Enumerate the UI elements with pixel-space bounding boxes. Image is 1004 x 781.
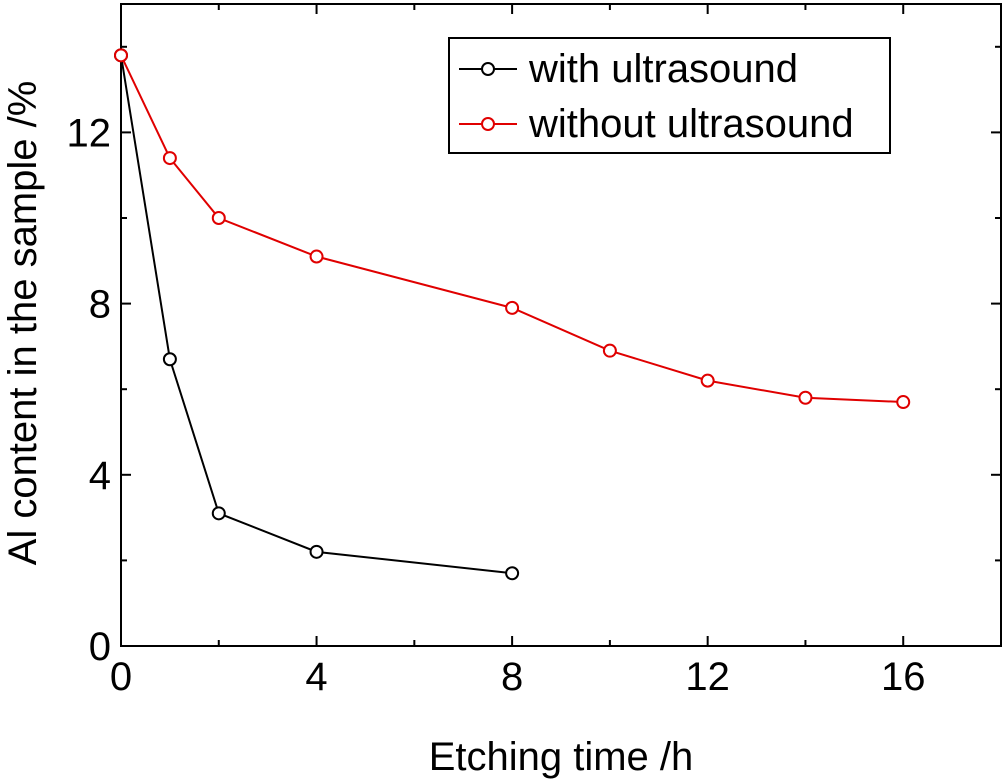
plot-frame — [120, 3, 1002, 647]
legend-marker — [481, 62, 495, 76]
data-point — [602, 343, 617, 358]
series-layer — [114, 48, 911, 581]
x-tick-label: 12 — [685, 655, 730, 699]
legend-entry: with ultrasound — [459, 47, 798, 91]
y-tick-label: 0 — [89, 625, 111, 669]
legend-label: without ultrasound — [528, 102, 854, 146]
data-point — [896, 395, 911, 410]
x-tick-label: 4 — [305, 655, 327, 699]
y-tick-label: 12 — [67, 111, 112, 155]
legend: with ultrasound without ultrasound — [448, 37, 891, 154]
data-point — [309, 249, 324, 264]
legend-box — [448, 37, 891, 154]
x-axis-ticks: 0 4 8 12 16 — [110, 4, 1002, 699]
plot-border — [120, 3, 1002, 647]
data-point — [505, 566, 520, 581]
x-tick-label: 8 — [501, 655, 523, 699]
data-point — [211, 211, 226, 225]
data-point — [114, 48, 128, 63]
legend-marker — [481, 117, 495, 131]
data-point — [162, 151, 177, 166]
legend-entry: without ultrasound — [459, 102, 854, 146]
y-axis-ticks: 0 4 8 12 — [67, 45, 1001, 669]
x-tick-label: 0 — [110, 655, 132, 699]
x-tick-label: 16 — [881, 655, 926, 699]
y-tick-label: 8 — [89, 283, 111, 327]
data-point — [505, 300, 520, 315]
data-point — [798, 390, 813, 405]
legend-label: with ultrasound — [528, 47, 798, 91]
x-axis-label: Etching time /h — [429, 735, 694, 779]
data-point — [211, 506, 226, 521]
y-tick-label: 4 — [89, 454, 111, 498]
series-2 — [114, 48, 911, 410]
data-point — [162, 352, 177, 367]
data-point — [700, 373, 715, 388]
y-axis-label: Al content in the sample /% — [1, 81, 45, 566]
data-point — [309, 544, 324, 559]
